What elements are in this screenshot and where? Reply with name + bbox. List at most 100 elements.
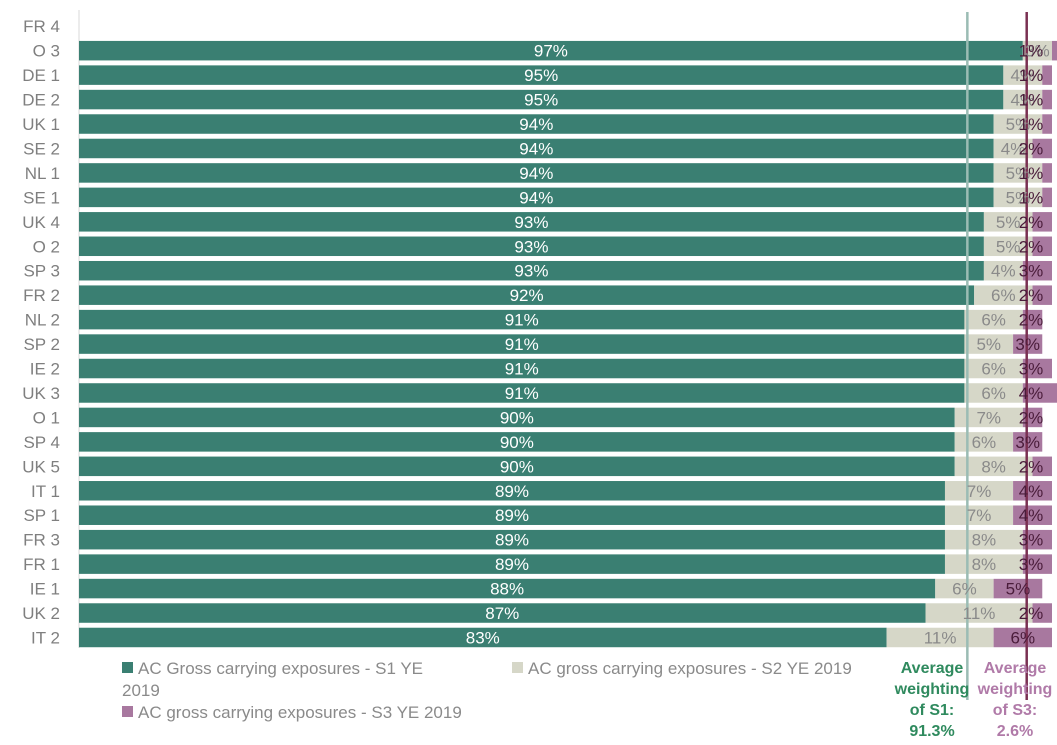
category-label: UK 4 — [22, 213, 60, 232]
value-label-s3: 1% — [1019, 164, 1044, 183]
value-label-s1: 90% — [500, 408, 534, 427]
value-label-s3: 2% — [1019, 139, 1044, 158]
value-label-s3: 2% — [1019, 213, 1044, 232]
value-label-s3: 2% — [1019, 457, 1044, 476]
value-label-s3: 3% — [1019, 531, 1044, 550]
value-label-s2: 6% — [991, 286, 1016, 305]
value-label-s2: 6% — [972, 433, 997, 452]
value-label-s3: 1% — [1019, 42, 1044, 61]
value-label-s1: 89% — [495, 506, 529, 525]
bar-s2 — [944, 554, 1023, 574]
value-label-s2: 6% — [981, 360, 1006, 379]
bar-s2 — [925, 603, 1033, 623]
bar-s1 — [79, 236, 984, 257]
value-label-s1: 89% — [495, 531, 529, 550]
value-label-s2: 8% — [972, 555, 997, 574]
bar-s1 — [79, 456, 955, 477]
category-label: O 2 — [33, 237, 60, 256]
value-label-s1: 94% — [519, 115, 553, 134]
bar-s2 — [974, 285, 1033, 305]
bar-s2 — [944, 529, 1023, 550]
value-label-s2: 4% — [991, 262, 1016, 281]
value-label-s1: 93% — [514, 237, 548, 256]
value-label-s1: 97% — [534, 42, 568, 61]
bar-s2 — [1022, 40, 1052, 61]
value-label-s2: 11% — [924, 628, 957, 647]
category-label: O 1 — [33, 408, 60, 427]
value-label-s2: 11% — [963, 604, 996, 623]
bar-s3 — [1052, 40, 1057, 61]
category-label: SP 3 — [23, 262, 60, 281]
bar-s3 — [1042, 89, 1052, 110]
bar-s3 — [1032, 603, 1052, 623]
category-label: UK 1 — [22, 115, 60, 134]
legend-label-s1: AC Gross carrying exposures - S1 YE 2019 — [122, 659, 424, 700]
value-label-s2: 6% — [952, 580, 977, 599]
value-label-s1: 95% — [524, 66, 558, 85]
value-label-s1: 93% — [514, 213, 548, 232]
value-label-s1: 93% — [514, 262, 548, 281]
value-label-s1: 90% — [500, 457, 534, 476]
bar-s2 — [1003, 65, 1043, 85]
category-label: DE 2 — [22, 91, 60, 110]
value-label-s2: 6% — [981, 311, 1006, 330]
bar-s2 — [954, 432, 1014, 452]
value-label-s2: 5% — [976, 335, 1001, 354]
value-label-s3: 1% — [1019, 188, 1044, 207]
category-label: SP 2 — [23, 335, 60, 354]
category-label: IE 1 — [30, 580, 60, 599]
value-label-s3: 3% — [1019, 555, 1044, 574]
value-label-s1: 94% — [519, 188, 553, 207]
category-label: SE 1 — [23, 188, 60, 207]
legend-swatch-s3 — [122, 706, 133, 717]
bar-s1 — [79, 529, 945, 550]
bar-s2 — [1003, 89, 1043, 110]
value-label-s1: 89% — [495, 482, 529, 501]
bar-s1 — [79, 212, 984, 232]
bar-s2 — [964, 383, 1023, 403]
value-label-s2: 4% — [1011, 66, 1036, 85]
category-label: NL 2 — [25, 311, 60, 330]
legend-s2: AC gross carrying exposures - S2 YE 2019 — [512, 658, 852, 680]
category-label: IE 2 — [30, 360, 60, 379]
value-label-s3: 3% — [1015, 335, 1040, 354]
legend-label-s2: AC gross carrying exposures - S2 YE 2019 — [528, 659, 852, 678]
value-label-s2: 8% — [981, 457, 1006, 476]
value-label-s3: 2% — [1019, 237, 1044, 256]
bar-s2 — [964, 334, 1014, 354]
bar-s2 — [983, 260, 1023, 281]
category-label: FR 3 — [23, 531, 60, 550]
bar-s3 — [1032, 285, 1052, 305]
bar-s1 — [79, 407, 955, 428]
bar-s2 — [993, 187, 1043, 208]
average-s3-label: Average weighting of S3: 2.6% — [977, 660, 1053, 740]
value-label-s3: 3% — [1019, 360, 1044, 379]
category-label: O 3 — [33, 42, 60, 61]
value-label-s3: 2% — [1019, 604, 1044, 623]
value-label-s1: 91% — [505, 360, 539, 379]
bar-s2 — [935, 578, 994, 599]
bar-s1 — [79, 432, 955, 452]
bar-s3 — [1022, 358, 1052, 379]
bar-s2 — [944, 505, 1014, 525]
bar-s1 — [79, 358, 965, 379]
bar-s3 — [1032, 456, 1052, 477]
bar-s1 — [79, 260, 984, 281]
value-label-s2: 7% — [976, 408, 1001, 427]
bar-s2 — [993, 138, 1033, 159]
average-s1-label: Average weighting of S1: 91.3% — [894, 660, 970, 740]
value-label-s3: 5% — [1006, 580, 1031, 599]
category-label: FR 4 — [23, 17, 60, 36]
bar-s3 — [1022, 554, 1052, 574]
bar-s2 — [993, 163, 1043, 183]
legend-swatch-s1 — [122, 662, 133, 673]
value-label-s2: 4% — [1001, 139, 1026, 158]
bar-s3 — [1032, 236, 1052, 257]
bar-s1 — [79, 505, 945, 525]
value-label-s3: 2% — [1019, 286, 1044, 305]
category-label: UK 3 — [22, 384, 60, 403]
bar-s2 — [964, 358, 1023, 379]
category-label: SP 4 — [23, 433, 60, 452]
value-label-s1: 83% — [466, 628, 500, 647]
bar-s1 — [79, 138, 994, 159]
